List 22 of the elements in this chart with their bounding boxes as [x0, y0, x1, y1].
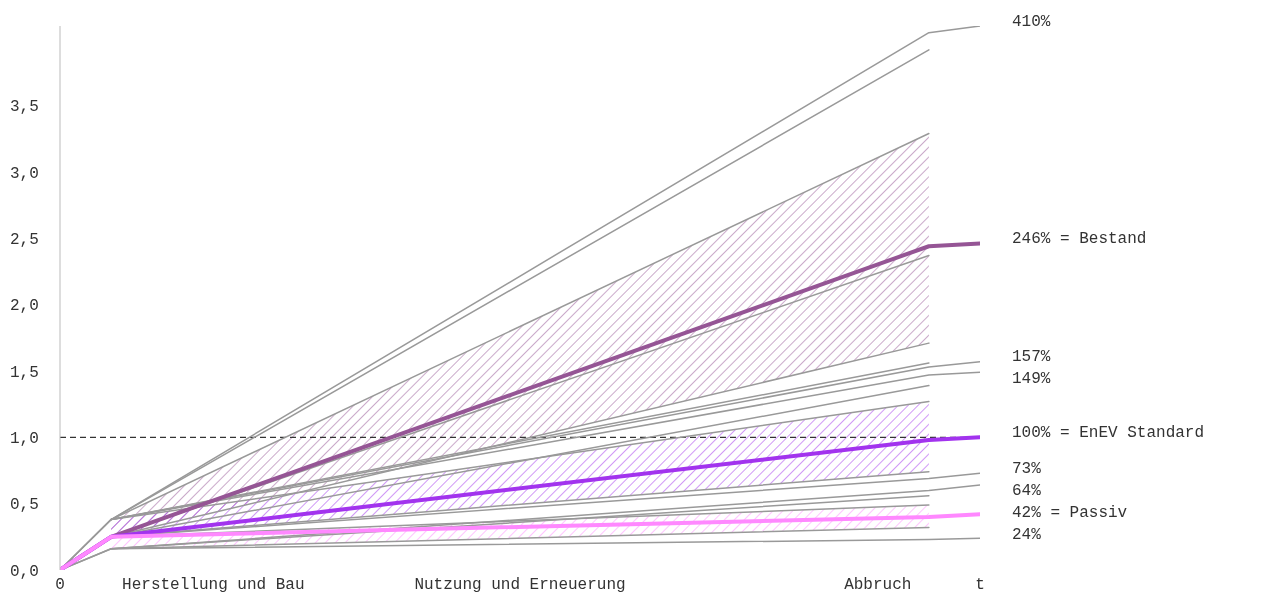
y-tick-label: 2,5 — [10, 230, 39, 249]
annotation: 149% — [1012, 370, 1051, 389]
x-tick-label: Abbruch — [844, 576, 912, 595]
x-tick-label: t — [975, 576, 985, 595]
annotation: 157% — [1012, 348, 1051, 367]
y-tick-label: 3,0 — [10, 164, 39, 183]
x-tick-label: 0 — [55, 576, 65, 595]
annotation: 24% — [1012, 525, 1042, 544]
y-tick-label: 1,0 — [10, 430, 39, 448]
y-tick-label: 1,5 — [10, 363, 39, 382]
y-tick-label: 0,0 — [10, 562, 39, 581]
annotation: 246% = Bestand — [1012, 230, 1147, 249]
y-tick-label: 2,0 — [10, 297, 39, 316]
x-tick-label: Herstellung und Bau — [122, 576, 305, 595]
annotation: 42% = Passiv — [1012, 503, 1128, 522]
x-tick-label: Nutzung und Erneuerung — [414, 576, 626, 595]
annotation: 64% — [1012, 481, 1042, 500]
annotation: 73% — [1012, 459, 1042, 478]
annotation: 100% = EnEV Standard — [1012, 424, 1205, 442]
y-tick-label: 0,5 — [10, 496, 39, 515]
y-tick-label: 3,5 — [10, 98, 39, 117]
annotation: 410% — [1012, 12, 1051, 31]
